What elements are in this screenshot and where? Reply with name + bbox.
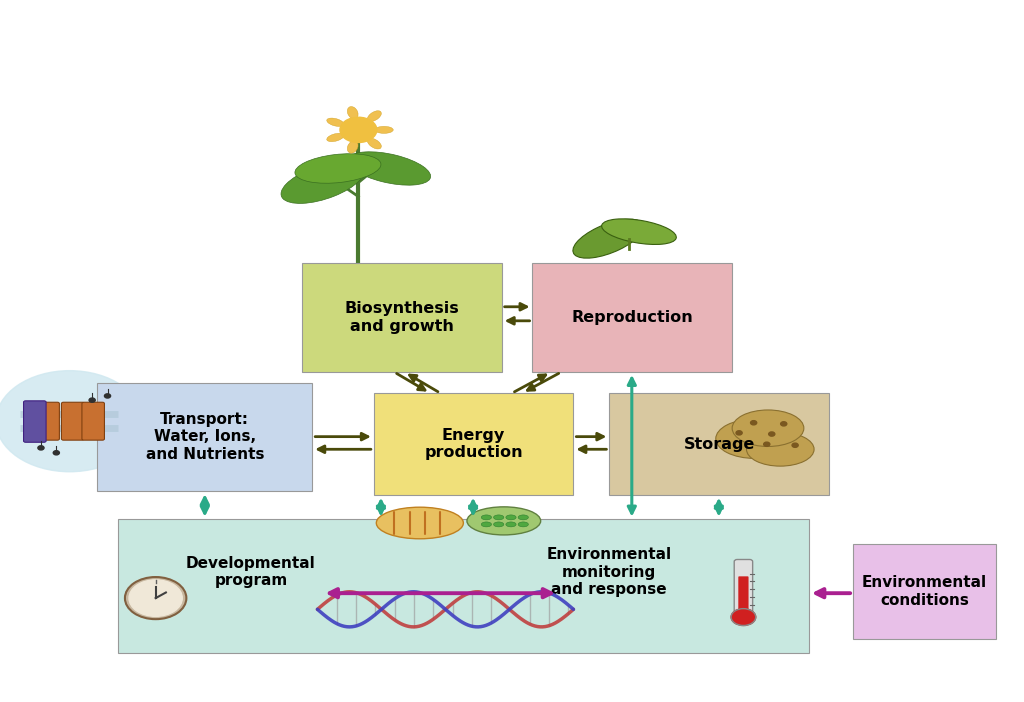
Text: Biosynthesis
and growth: Biosynthesis and growth — [344, 301, 460, 334]
Ellipse shape — [467, 507, 541, 535]
Text: Environmental
monitoring
and response: Environmental monitoring and response — [547, 548, 672, 597]
Circle shape — [751, 420, 757, 425]
Ellipse shape — [494, 522, 504, 526]
Text: Environmental
conditions: Environmental conditions — [862, 575, 987, 608]
FancyArrowPatch shape — [410, 375, 438, 392]
FancyArrowPatch shape — [469, 501, 477, 513]
Ellipse shape — [518, 522, 528, 526]
Ellipse shape — [506, 515, 516, 519]
Ellipse shape — [732, 410, 804, 446]
FancyArrowPatch shape — [580, 446, 606, 453]
Ellipse shape — [518, 515, 528, 519]
Text: Transport:
Water, Ions,
and Nutrients: Transport: Water, Ions, and Nutrients — [145, 412, 264, 462]
Circle shape — [731, 609, 756, 625]
FancyBboxPatch shape — [97, 383, 312, 491]
Circle shape — [0, 371, 143, 472]
FancyBboxPatch shape — [61, 402, 84, 440]
Ellipse shape — [327, 133, 344, 142]
Circle shape — [129, 580, 182, 616]
Circle shape — [89, 398, 95, 402]
Circle shape — [780, 422, 786, 426]
FancyBboxPatch shape — [37, 402, 59, 440]
Text: Reproduction: Reproduction — [571, 310, 693, 325]
FancyBboxPatch shape — [118, 519, 809, 653]
Text: Energy
production: Energy production — [424, 428, 523, 461]
Ellipse shape — [368, 138, 381, 149]
Ellipse shape — [347, 141, 358, 153]
FancyBboxPatch shape — [853, 544, 996, 639]
Circle shape — [125, 577, 186, 619]
Ellipse shape — [376, 507, 463, 539]
Ellipse shape — [716, 419, 794, 458]
FancyArrowPatch shape — [377, 501, 385, 513]
FancyArrowPatch shape — [715, 501, 723, 513]
Circle shape — [53, 451, 59, 455]
Ellipse shape — [375, 126, 393, 133]
FancyArrowPatch shape — [330, 589, 551, 597]
Ellipse shape — [347, 107, 358, 119]
FancyArrowPatch shape — [318, 446, 371, 453]
Circle shape — [792, 443, 798, 447]
FancyBboxPatch shape — [609, 393, 829, 495]
FancyBboxPatch shape — [24, 401, 46, 442]
Ellipse shape — [506, 522, 516, 526]
FancyArrowPatch shape — [315, 433, 368, 440]
Ellipse shape — [494, 515, 504, 519]
Circle shape — [736, 431, 742, 435]
Ellipse shape — [281, 161, 365, 204]
FancyArrowPatch shape — [508, 317, 529, 324]
Ellipse shape — [327, 118, 344, 126]
Ellipse shape — [572, 219, 644, 258]
FancyBboxPatch shape — [82, 402, 104, 440]
FancyArrowPatch shape — [628, 378, 636, 513]
Circle shape — [38, 446, 44, 450]
Text: Storage: Storage — [684, 437, 755, 451]
Ellipse shape — [295, 154, 381, 183]
Ellipse shape — [347, 152, 431, 185]
Circle shape — [104, 394, 111, 398]
FancyArrowPatch shape — [505, 303, 526, 310]
FancyBboxPatch shape — [302, 263, 502, 372]
FancyArrowPatch shape — [514, 375, 546, 392]
Ellipse shape — [746, 432, 814, 466]
Ellipse shape — [481, 522, 492, 526]
FancyBboxPatch shape — [532, 263, 732, 372]
Circle shape — [340, 117, 377, 143]
FancyBboxPatch shape — [374, 393, 573, 495]
FancyBboxPatch shape — [738, 576, 749, 616]
Ellipse shape — [368, 111, 381, 121]
FancyArrowPatch shape — [201, 498, 209, 513]
FancyArrowPatch shape — [396, 373, 425, 390]
Ellipse shape — [602, 219, 676, 244]
Circle shape — [769, 432, 775, 436]
FancyBboxPatch shape — [734, 559, 753, 620]
FancyArrowPatch shape — [816, 589, 850, 597]
FancyArrowPatch shape — [527, 373, 559, 390]
Circle shape — [764, 442, 770, 446]
Text: Developmental
program: Developmental program — [186, 556, 315, 588]
Ellipse shape — [481, 515, 492, 519]
FancyArrowPatch shape — [577, 433, 603, 440]
